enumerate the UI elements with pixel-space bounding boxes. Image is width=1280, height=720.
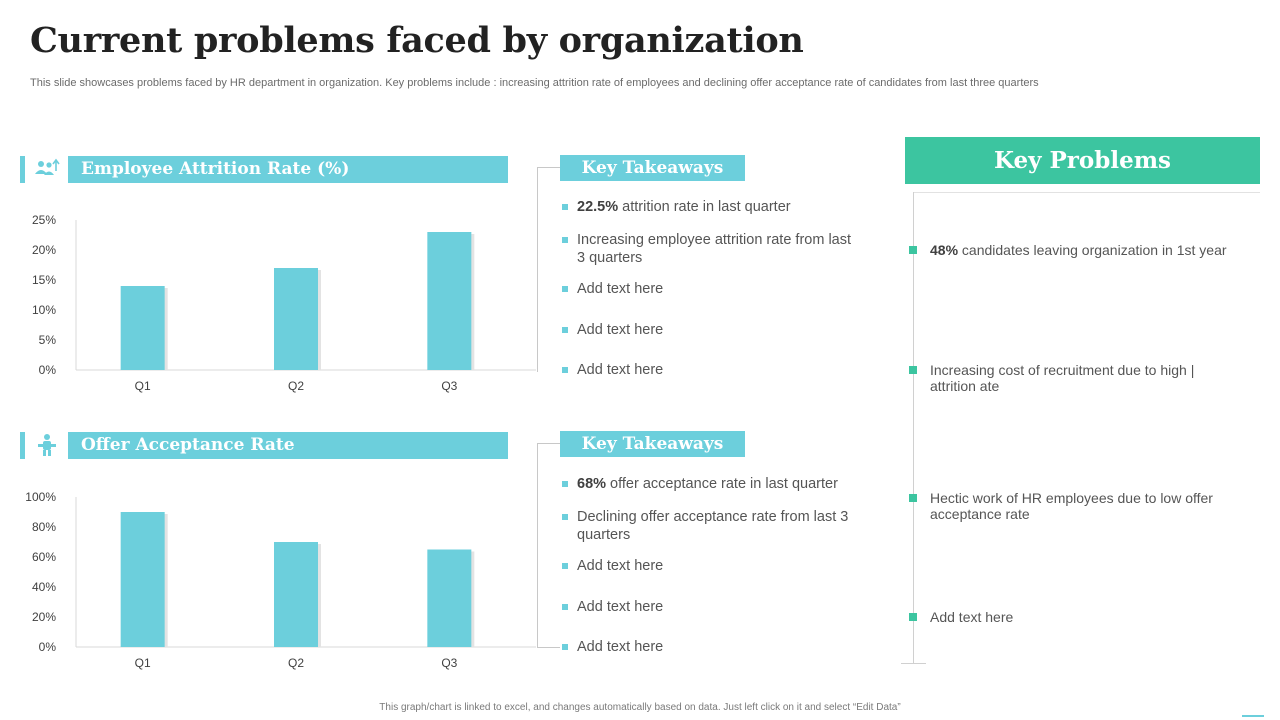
key-problems-timeline-foot [901, 663, 926, 664]
page-subtitle: This slide showcases problems faced by H… [30, 77, 1039, 89]
item-text: attrition rate in last quarter [618, 199, 791, 215]
footer-note: This graph/chart is linked to excel, and… [379, 702, 901, 713]
takeaway-item: Add text here [561, 280, 851, 298]
highlight-value: 68% [577, 476, 607, 492]
x-tick-label: Q1 [135, 656, 151, 670]
takeaway-item: Add text here [561, 557, 851, 575]
bar-q2[interactable] [274, 268, 318, 370]
bar-q3[interactable] [427, 549, 472, 648]
square-bullet-icon [909, 246, 917, 254]
corner-accent [1242, 715, 1264, 717]
takeaway-item: Declining offer acceptance rate from las… [561, 508, 851, 544]
item-text: Add text here [577, 599, 664, 615]
takeaway-item: 22.5% attrition rate in last quarter [561, 198, 851, 216]
y-tick-label: 60% [32, 550, 56, 564]
section-accent-bar [20, 432, 25, 459]
item-text: Add text here [577, 362, 664, 378]
square-bullet-icon [562, 237, 568, 243]
takeaway-item: Add text here [561, 638, 851, 656]
item-text: candidates leaving organization in 1st y… [958, 242, 1227, 258]
y-tick-label: 40% [32, 580, 56, 594]
bar-q1[interactable] [120, 286, 165, 370]
takeaways-connector [537, 167, 560, 372]
item-text: Increasing employee attrition rate from … [577, 232, 852, 266]
attrition-bar-chart: 0% 5% 10% 15% 20% 25% Q1 Q2 Q3 [32, 213, 536, 393]
bar-q2[interactable] [274, 542, 318, 647]
key-problems-top-rule [913, 192, 1260, 193]
key-problem-item: Hectic work of HR employees due to low o… [906, 490, 1236, 522]
takeaway-item: Add text here [561, 361, 851, 379]
y-tick-label: 25% [32, 213, 56, 227]
x-tick-label: Q3 [441, 656, 457, 670]
item-text: Add text here [577, 558, 664, 574]
y-tick-label: 100% [25, 490, 56, 504]
x-tick-label: Q3 [441, 379, 457, 393]
item-text: Increasing cost of recruitment due to hi… [930, 362, 1195, 394]
x-tick-label: Q1 [135, 379, 151, 393]
takeaway-item: Increasing employee attrition rate from … [561, 231, 851, 267]
key-problem-item: Increasing cost of recruitment due to hi… [906, 362, 1236, 394]
y-tick-label: 20% [32, 243, 56, 257]
bar-q1[interactable] [120, 512, 165, 647]
square-bullet-icon [562, 514, 568, 520]
x-tick-label: Q2 [288, 379, 304, 393]
takeaway-item: 68% offer acceptance rate in last quarte… [561, 475, 851, 493]
square-bullet-icon [562, 367, 568, 373]
key-problems-title: Key Problems [905, 137, 1260, 184]
section-accent-bar [20, 156, 25, 183]
offer-acceptance-bar-chart: 0% 20% 40% 60% 80% 100% Q1 Q2 Q3 [25, 490, 536, 670]
page-title: Current problems faced by organization [30, 20, 804, 61]
offer-takeaways-title: Key Takeaways [560, 431, 745, 457]
people-up-arrow-icon [35, 158, 60, 175]
square-bullet-icon [909, 613, 917, 621]
y-tick-label: 5% [39, 333, 57, 347]
square-bullet-icon [909, 494, 917, 502]
highlight-value: 48% [930, 242, 959, 258]
highlight-value: 22.5% [577, 199, 619, 215]
item-text: Add text here [577, 281, 664, 297]
y-tick-label: 0% [39, 363, 57, 377]
square-bullet-icon [562, 644, 568, 650]
offer-section-title: Offer Acceptance Rate [68, 432, 508, 459]
y-tick-label: 80% [32, 520, 56, 534]
square-bullet-icon [562, 563, 568, 569]
attrition-section-title: Employee Attrition Rate (%) [68, 156, 508, 183]
takeaway-item: Add text here [561, 321, 851, 339]
square-bullet-icon [562, 481, 568, 487]
square-bullet-icon [562, 604, 568, 610]
takeaways-connector [537, 443, 560, 648]
square-bullet-icon [562, 286, 568, 292]
attrition-takeaways-title: Key Takeaways [560, 155, 745, 181]
person-handshake-icon [38, 434, 56, 456]
item-text: Add text here [577, 322, 664, 338]
y-tick-label: 20% [32, 610, 56, 624]
square-bullet-icon [562, 327, 568, 333]
item-text: offer acceptance rate in last quarter [606, 476, 838, 492]
item-text: Hectic work of HR employees due to low o… [930, 490, 1213, 522]
item-text: Add text here [577, 639, 664, 655]
x-tick-label: Q2 [288, 656, 304, 670]
square-bullet-icon [562, 204, 568, 210]
key-problem-item: Add text here [906, 609, 1236, 625]
y-tick-label: 15% [32, 273, 56, 287]
item-text: Declining offer acceptance rate from las… [577, 509, 849, 543]
key-problems-timeline [913, 192, 914, 664]
square-bullet-icon [909, 366, 917, 374]
takeaways-connector-top [537, 443, 560, 444]
y-tick-label: 10% [32, 303, 56, 317]
item-text: Add text here [930, 609, 1014, 625]
takeaway-item: Add text here [561, 598, 851, 616]
y-tick-label: 0% [39, 640, 57, 654]
bar-q3[interactable] [427, 232, 472, 370]
key-problem-item: 48% candidates leaving organization in 1… [906, 242, 1236, 258]
